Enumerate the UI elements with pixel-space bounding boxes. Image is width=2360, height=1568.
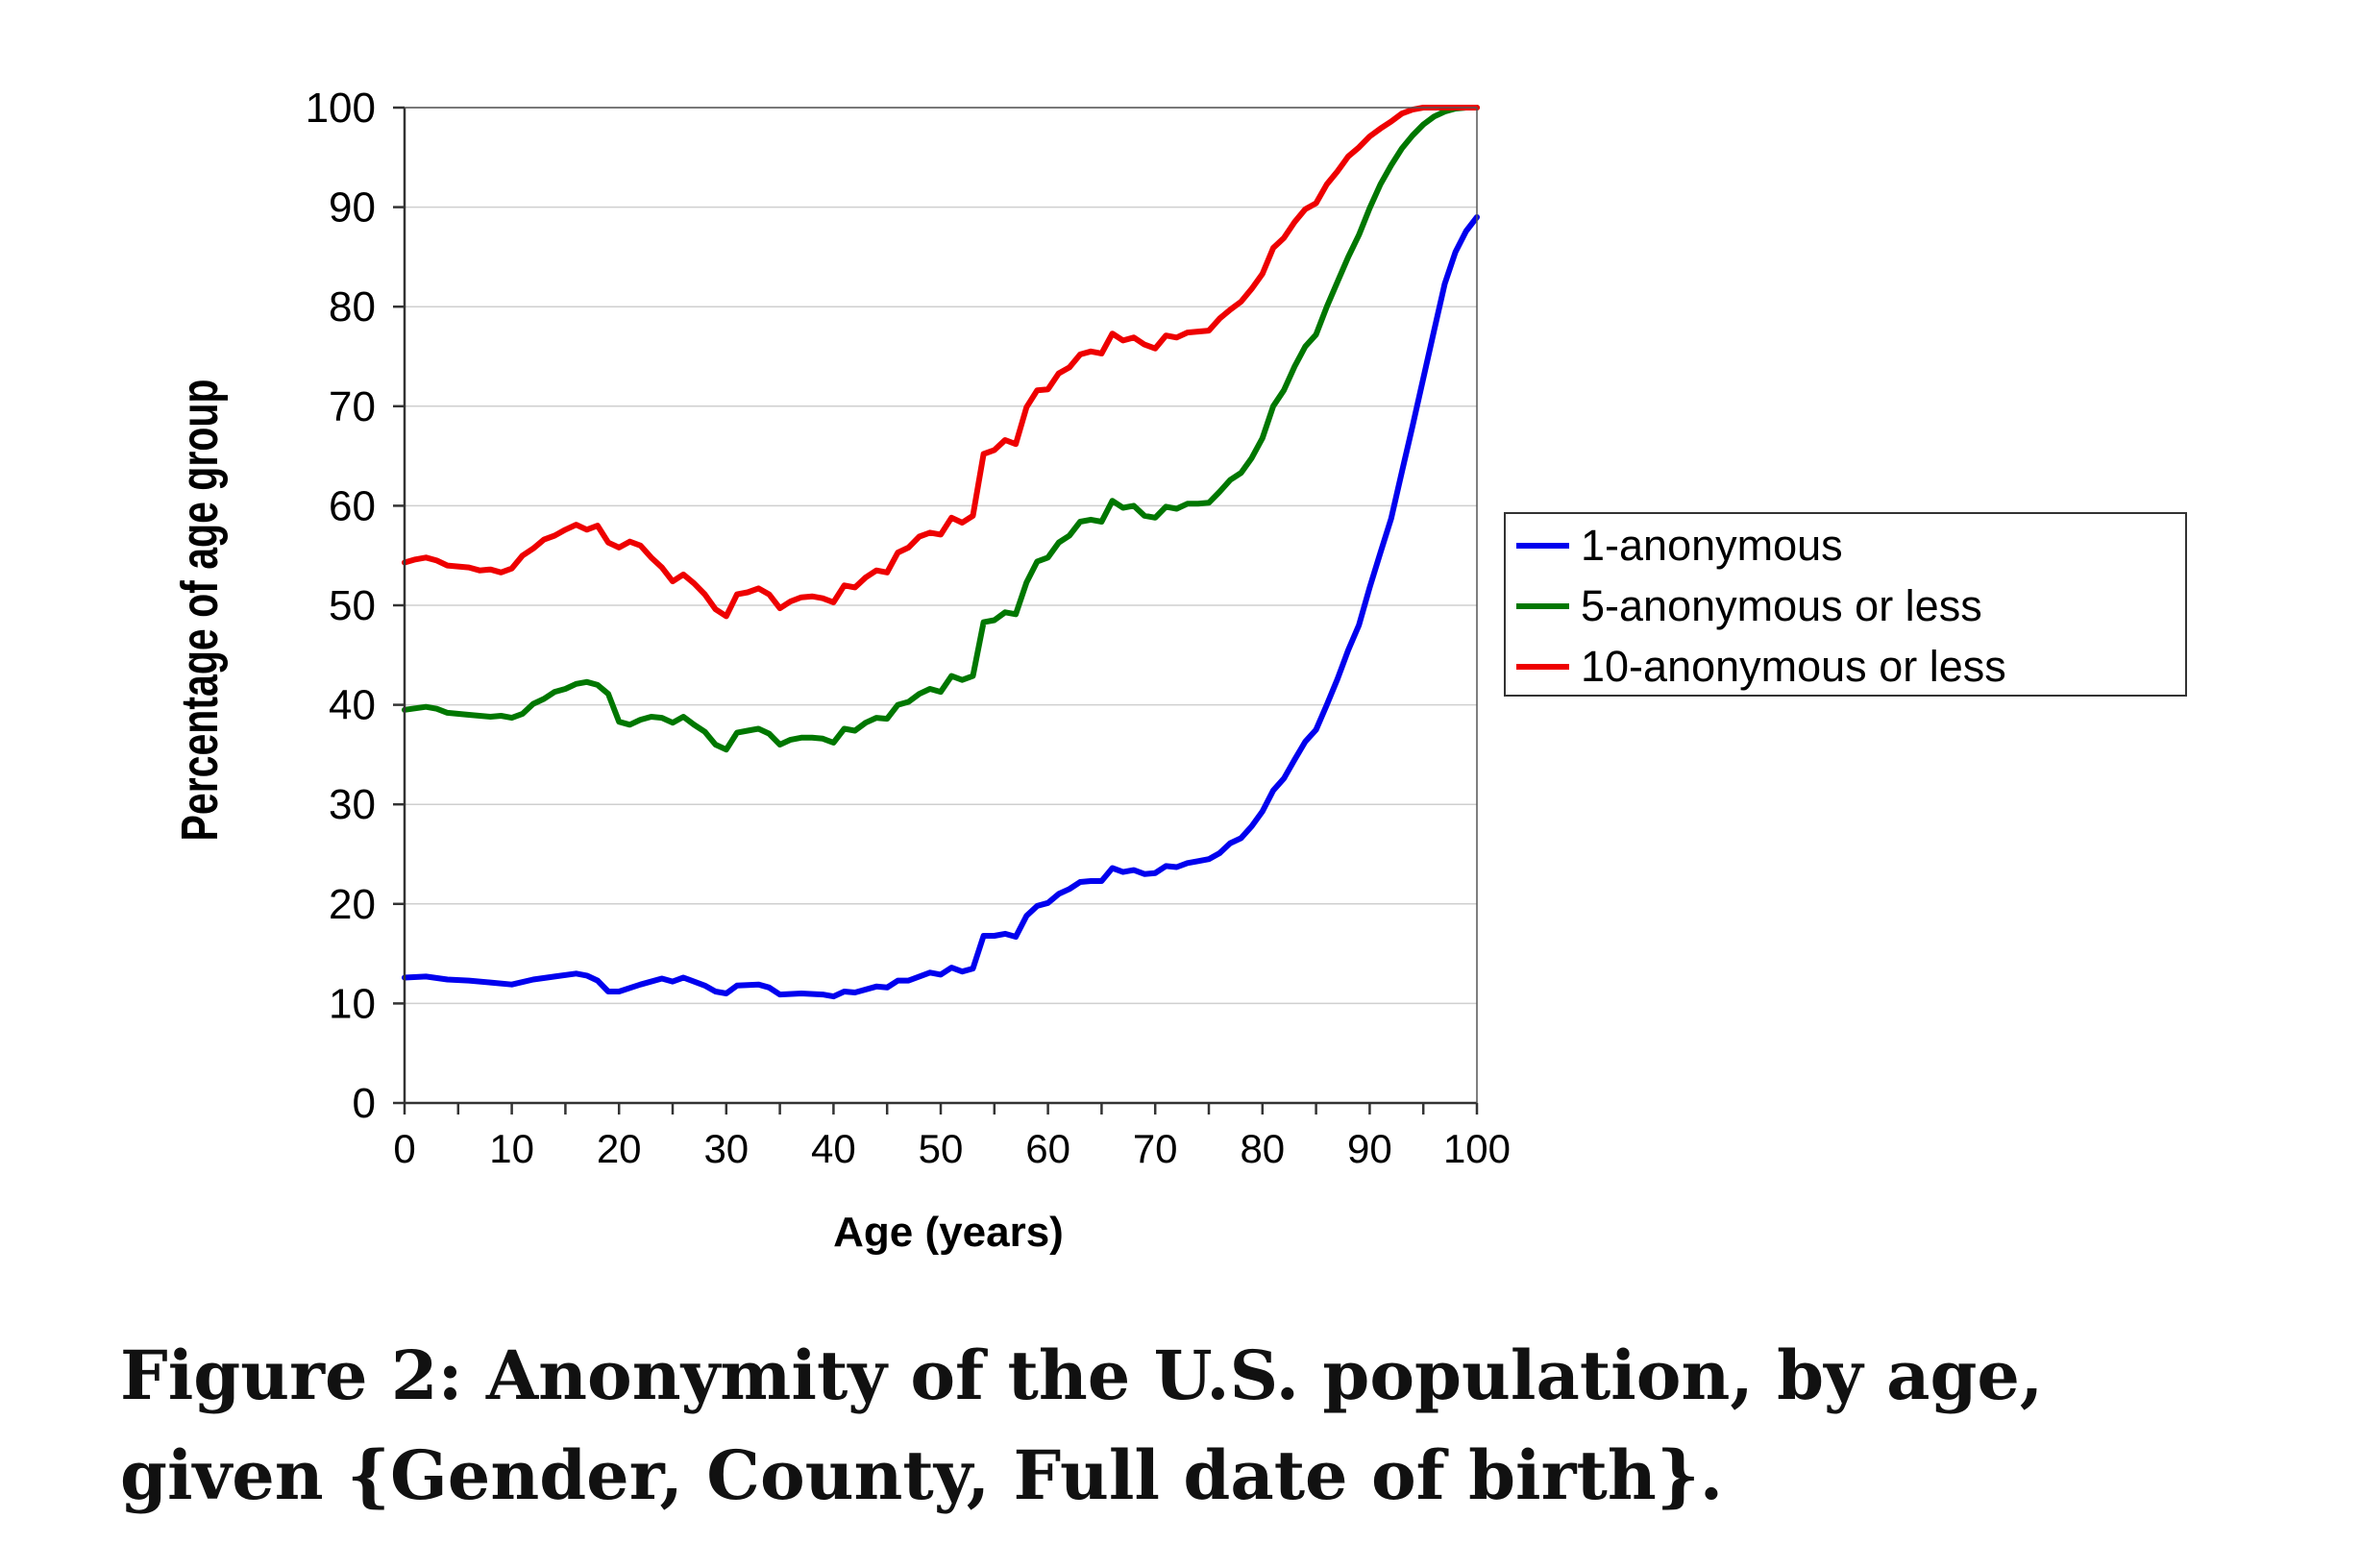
x-tick-label-60: 60 xyxy=(1025,1126,1070,1171)
tick-labels: 0 10 20 30 40 50 60 70 80 90 100 0 10 20 30 40 50 60 70 80 9… xyxy=(306,85,1511,1171)
x-tick-label-100: 100 xyxy=(1443,1126,1511,1171)
x-tick-label-70: 70 xyxy=(1133,1126,1178,1171)
y-tick-label-30: 30 xyxy=(329,781,376,828)
series-line-3 xyxy=(402,105,1480,620)
legend-label-1: 1-anonymous xyxy=(1581,521,1843,570)
y-tick-label-70: 70 xyxy=(329,383,376,430)
y-tick-label-10: 10 xyxy=(329,980,376,1027)
series-lines xyxy=(402,105,1480,1000)
x-tick-label-50: 50 xyxy=(919,1126,964,1171)
x-axis-label: Age (years) xyxy=(833,1209,1064,1256)
y-tick-label-40: 40 xyxy=(329,682,376,729)
figure-caption: Figure 2: Anonymity of the U.S. populati… xyxy=(120,1326,2330,1526)
y-tick-label-50: 50 xyxy=(329,582,376,629)
y-tick-label-20: 20 xyxy=(329,881,376,928)
x-tick-label-40: 40 xyxy=(811,1126,856,1171)
y-tick-label-80: 80 xyxy=(329,283,376,331)
y-axis-label: Percentage of age group xyxy=(172,380,230,842)
legend-box xyxy=(1504,512,2187,697)
x-tick-label-0: 0 xyxy=(393,1126,415,1171)
axes xyxy=(393,106,1479,1115)
y-tick-label-0: 0 xyxy=(353,1080,376,1127)
legend-label-3: 10-anonymous or less xyxy=(1581,642,2006,691)
series-line-2 xyxy=(402,105,1480,753)
caption-line-1: Figure 2: Anonymity of the U.S. populati… xyxy=(120,1335,2044,1415)
y-tick-label-90: 90 xyxy=(329,184,376,232)
x-tick-label-10: 10 xyxy=(489,1126,534,1171)
gridlines xyxy=(405,107,1477,1005)
x-tick-label-20: 20 xyxy=(597,1126,642,1171)
x-tick-label-80: 80 xyxy=(1240,1126,1285,1171)
y-tick-label-60: 60 xyxy=(329,482,376,529)
legend: 1-anonymous 5-anonymous or less 10-anonymo… xyxy=(1504,512,2187,697)
legend-label-2: 5-anonymous or less xyxy=(1581,581,1982,630)
x-tick-label-90: 90 xyxy=(1347,1126,1392,1171)
caption-line-2: given {Gender, County, Full date of birt… xyxy=(120,1435,1724,1515)
series-line-1 xyxy=(402,214,1480,1000)
x-tick-label-30: 30 xyxy=(703,1126,749,1171)
y-tick-label-100: 100 xyxy=(306,85,376,132)
